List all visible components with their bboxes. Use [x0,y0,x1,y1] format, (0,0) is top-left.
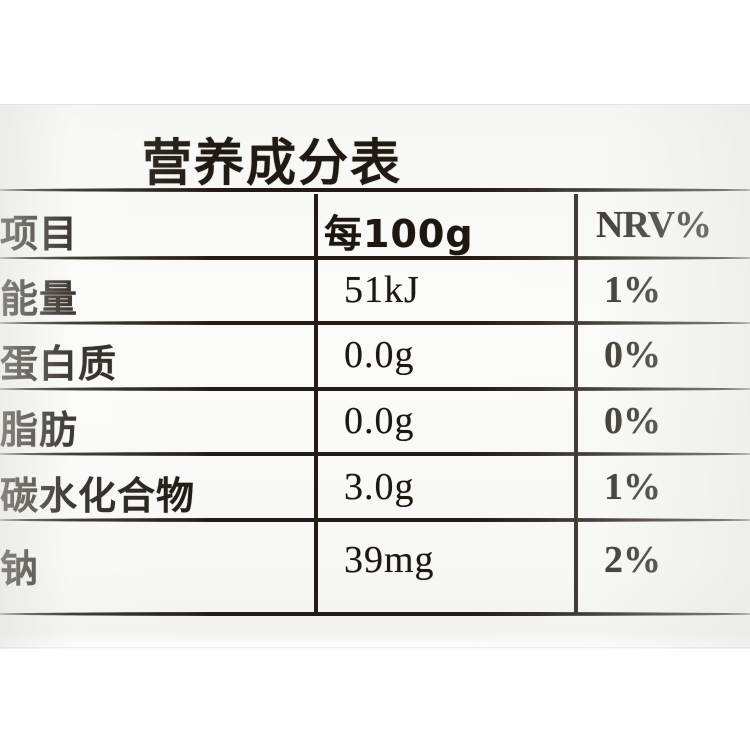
table-border-bottom [0,612,750,616]
row-nrv-fat: 0% [604,400,661,442]
nutrition-table-title: 营养成分表 [142,134,402,192]
row-value-fat: 0.0g [344,400,415,442]
row-label-carbohydrate: 碳水化合物 [0,474,196,518]
table-border-top [0,188,750,192]
row-label-sodium: 钠 [0,547,40,591]
nutrition-table: 项目 每100g NRV% 能量 51kJ 1% 蛋白质 0.0g 0% 脂肪 … [0,188,750,616]
row-divider-1 [0,321,750,325]
row-value-energy: 51kJ [344,269,420,311]
row-divider-3 [0,452,750,456]
row-nrv-carbohydrate: 1% [604,466,661,508]
column-header-per-100g: 每100g [324,212,474,256]
row-nrv-energy: 1% [604,269,661,311]
row-nrv-protein: 0% [604,334,661,376]
column-divider-1 [314,194,318,614]
row-nrv-sodium: 2% [604,539,661,581]
column-divider-2 [574,194,578,614]
row-label-energy: 能量 [0,277,79,321]
label-bottom-edge [0,647,750,649]
column-header-nrv: NRV% [596,204,712,246]
row-label-fat: 脂肪 [0,408,79,452]
row-label-protein: 蛋白质 [0,342,118,386]
row-value-protein: 0.0g [344,334,415,376]
row-value-carbohydrate: 3.0g [344,466,415,508]
label-top-edge [0,104,750,105]
row-value-sodium: 39mg [344,539,435,581]
column-header-item: 项目 [0,212,79,256]
